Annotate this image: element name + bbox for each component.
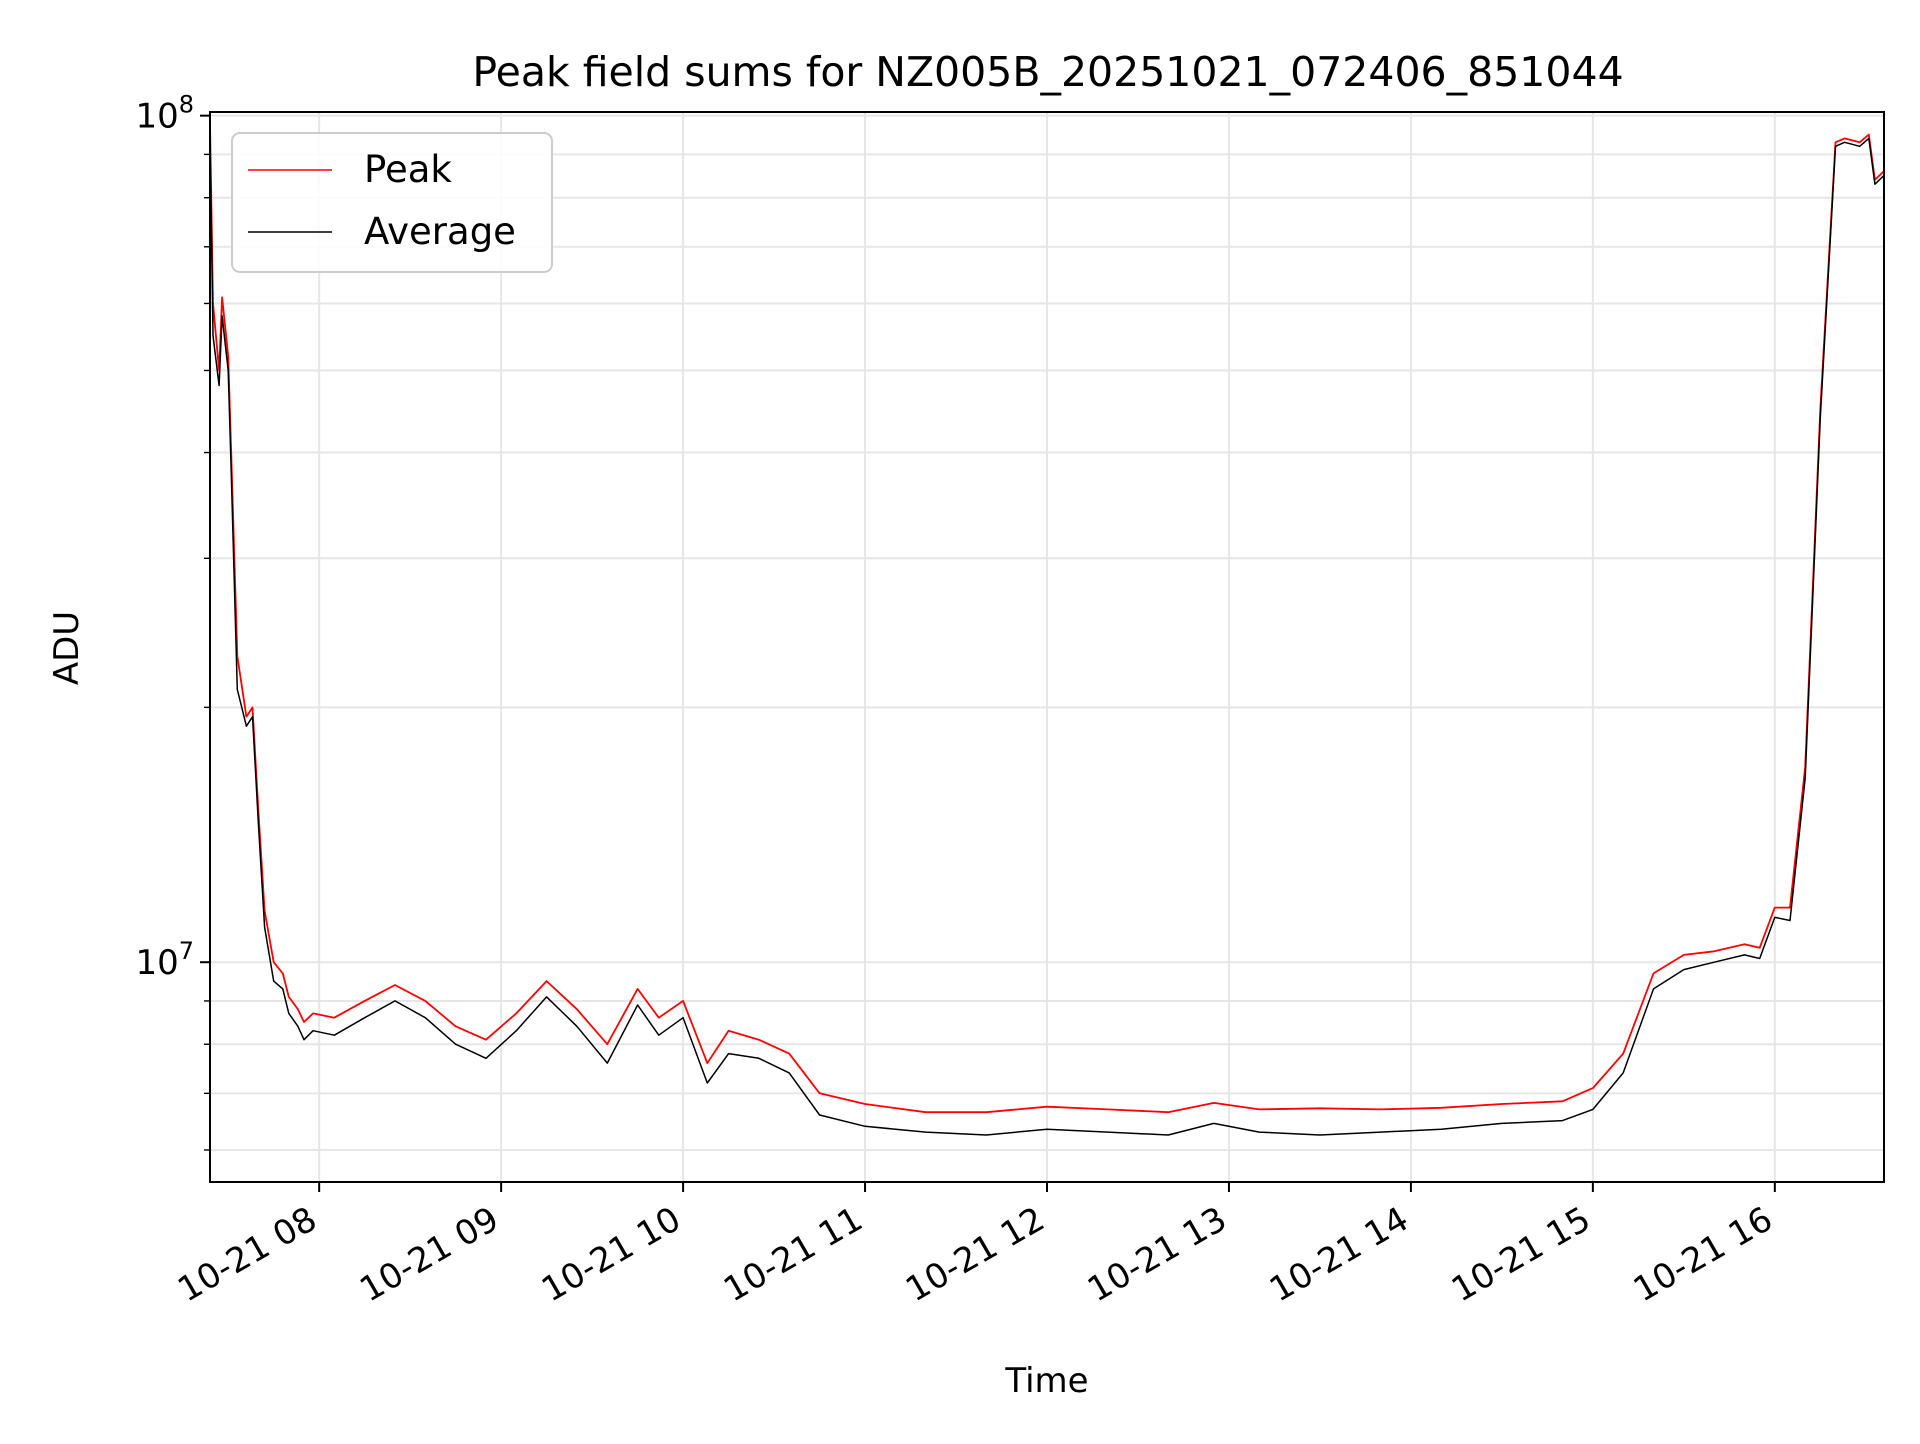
chart-title: Peak field sums for NZ005B_20251021_0724…: [472, 48, 1623, 96]
y-axis-label: ADU: [47, 611, 87, 685]
series-line-average: [209, 134, 1885, 1136]
y-tick-label: 107: [135, 937, 194, 983]
series-line-peak: [209, 123, 1885, 1114]
x-axis-label: Time: [1004, 1361, 1088, 1401]
plot-series: [209, 123, 1885, 1136]
legend: Peak Average: [231, 132, 553, 273]
y-axis: 107 108: [135, 91, 210, 1151]
grid: [210, 112, 1884, 1182]
legend-label-peak: Peak: [364, 148, 452, 191]
legend-box: [231, 132, 553, 273]
legend-label-average: Average: [364, 210, 516, 253]
y-tick-label: 108: [135, 91, 194, 137]
